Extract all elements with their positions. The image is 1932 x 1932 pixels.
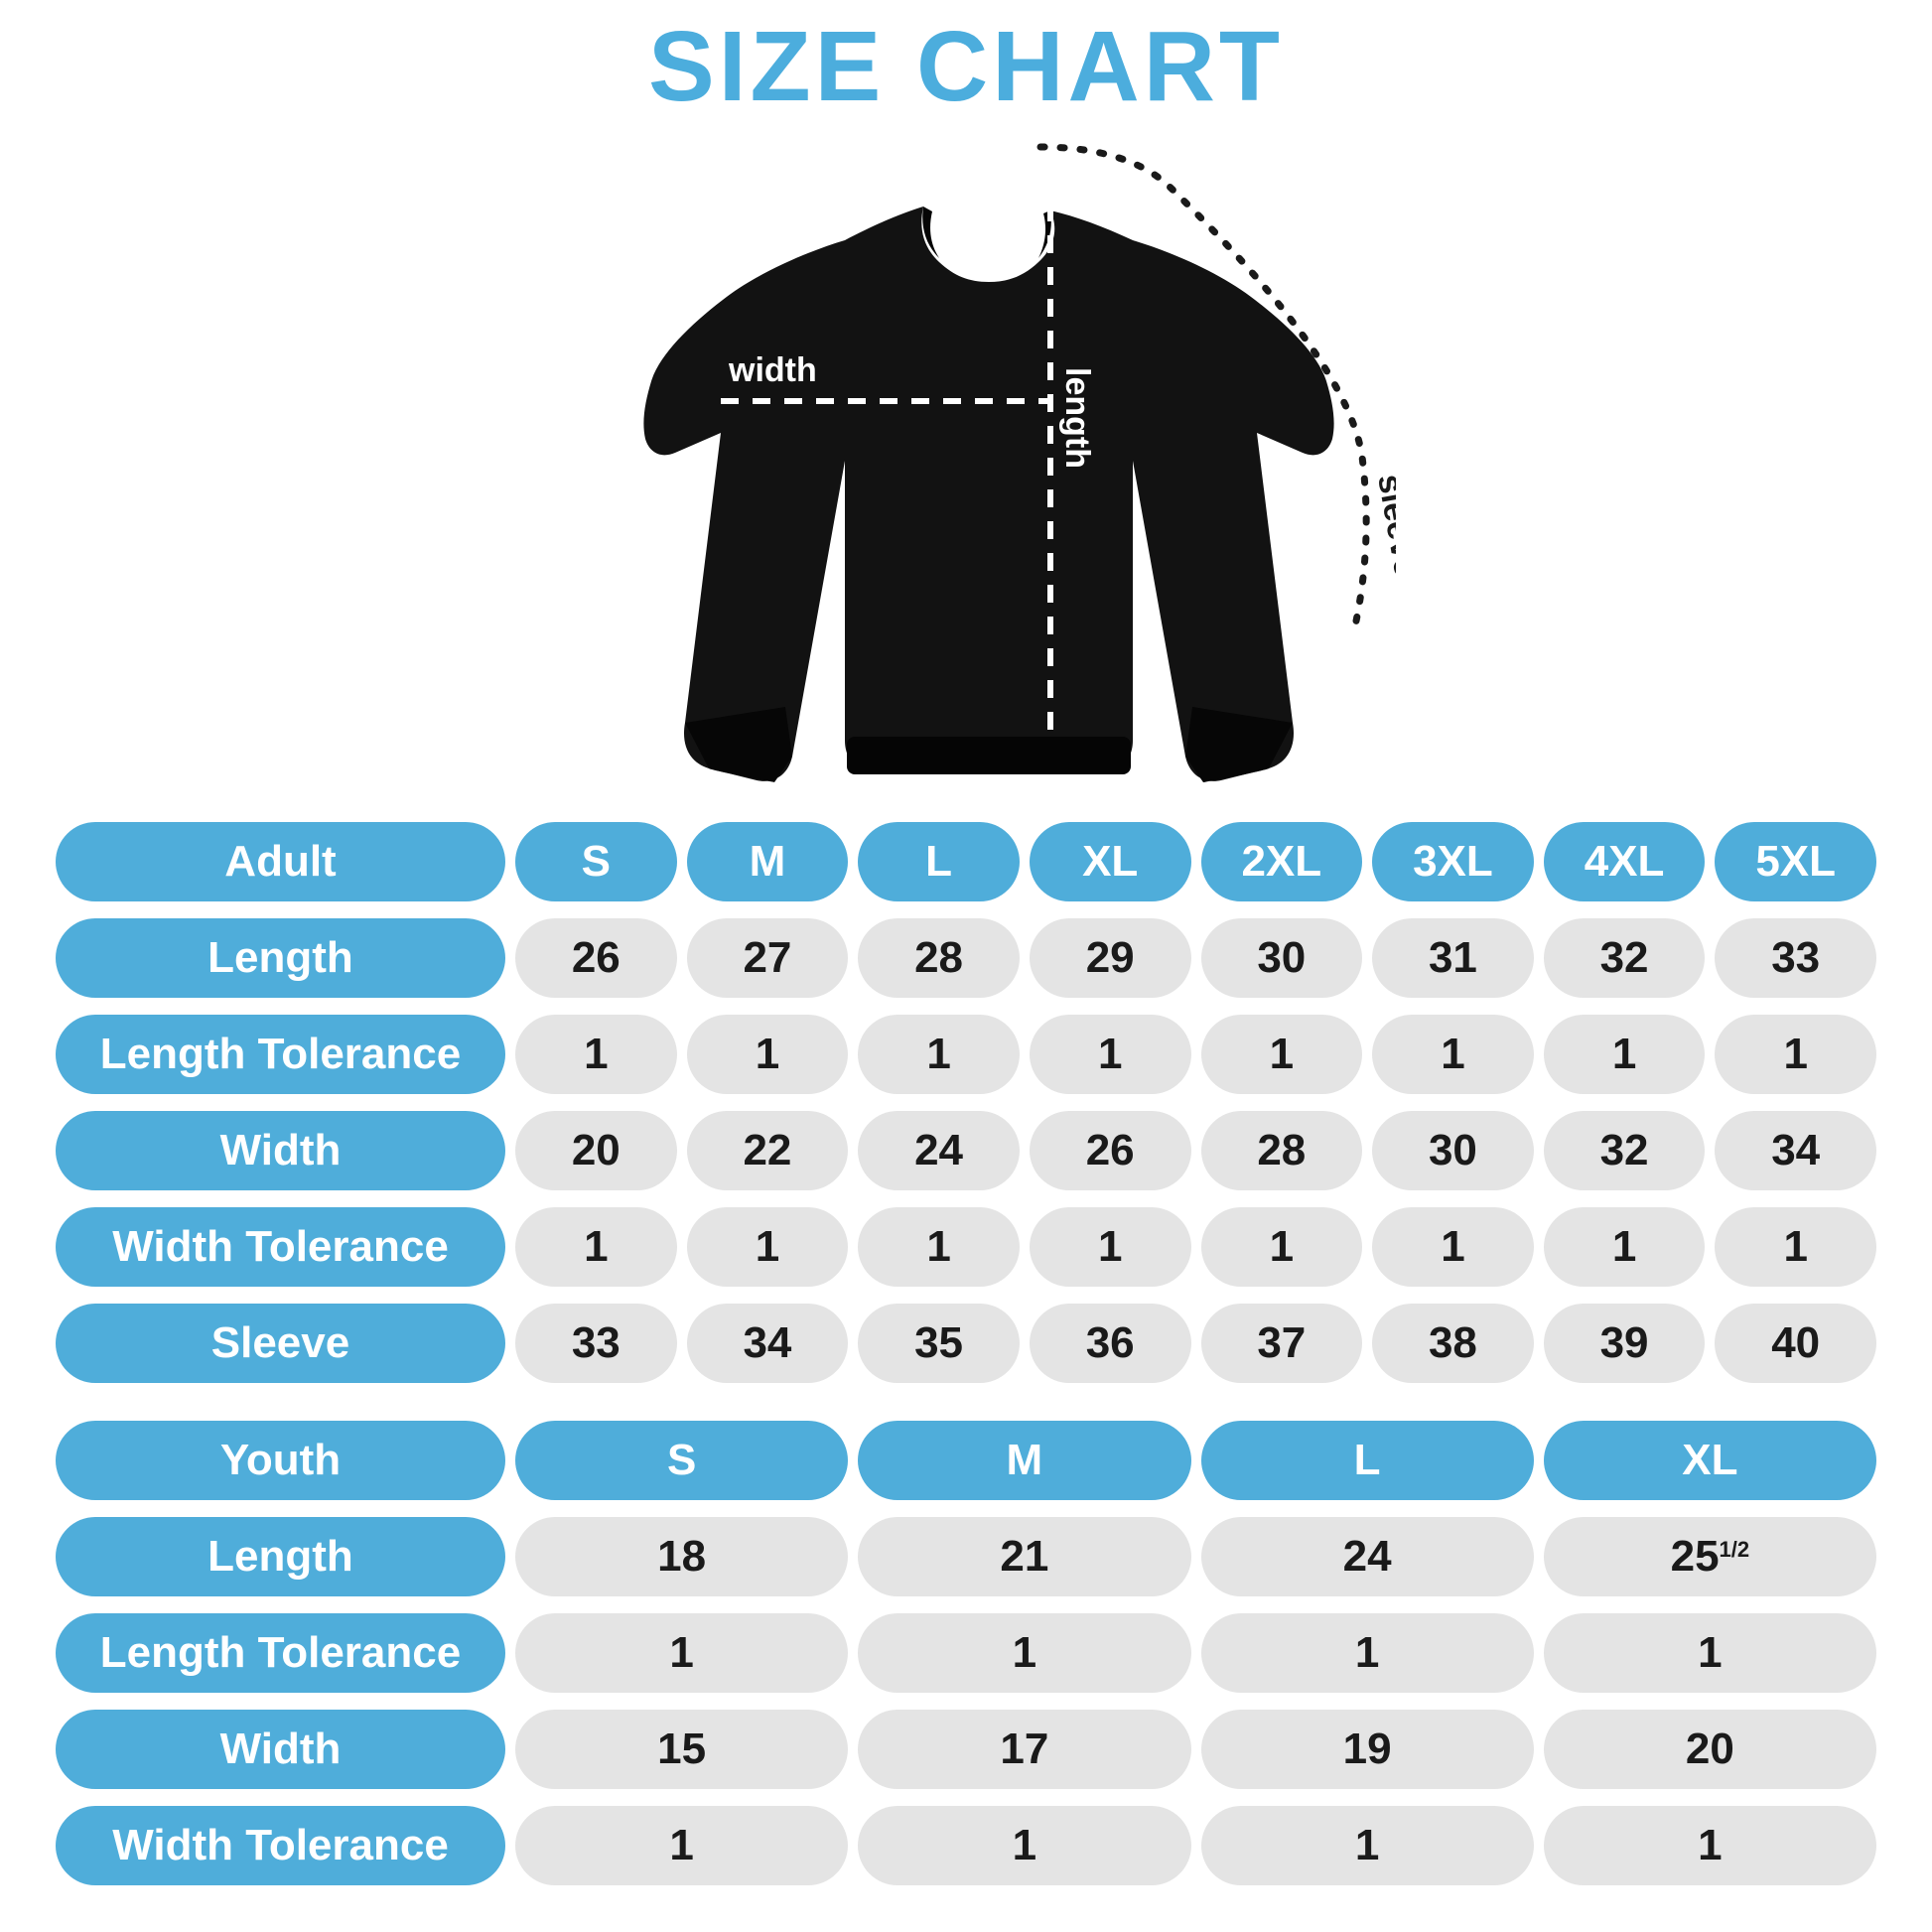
svg-text:width: width [728, 351, 817, 389]
svg-text:sleeve: sleeve [1370, 472, 1396, 580]
svg-text:length: length [1058, 367, 1096, 469]
